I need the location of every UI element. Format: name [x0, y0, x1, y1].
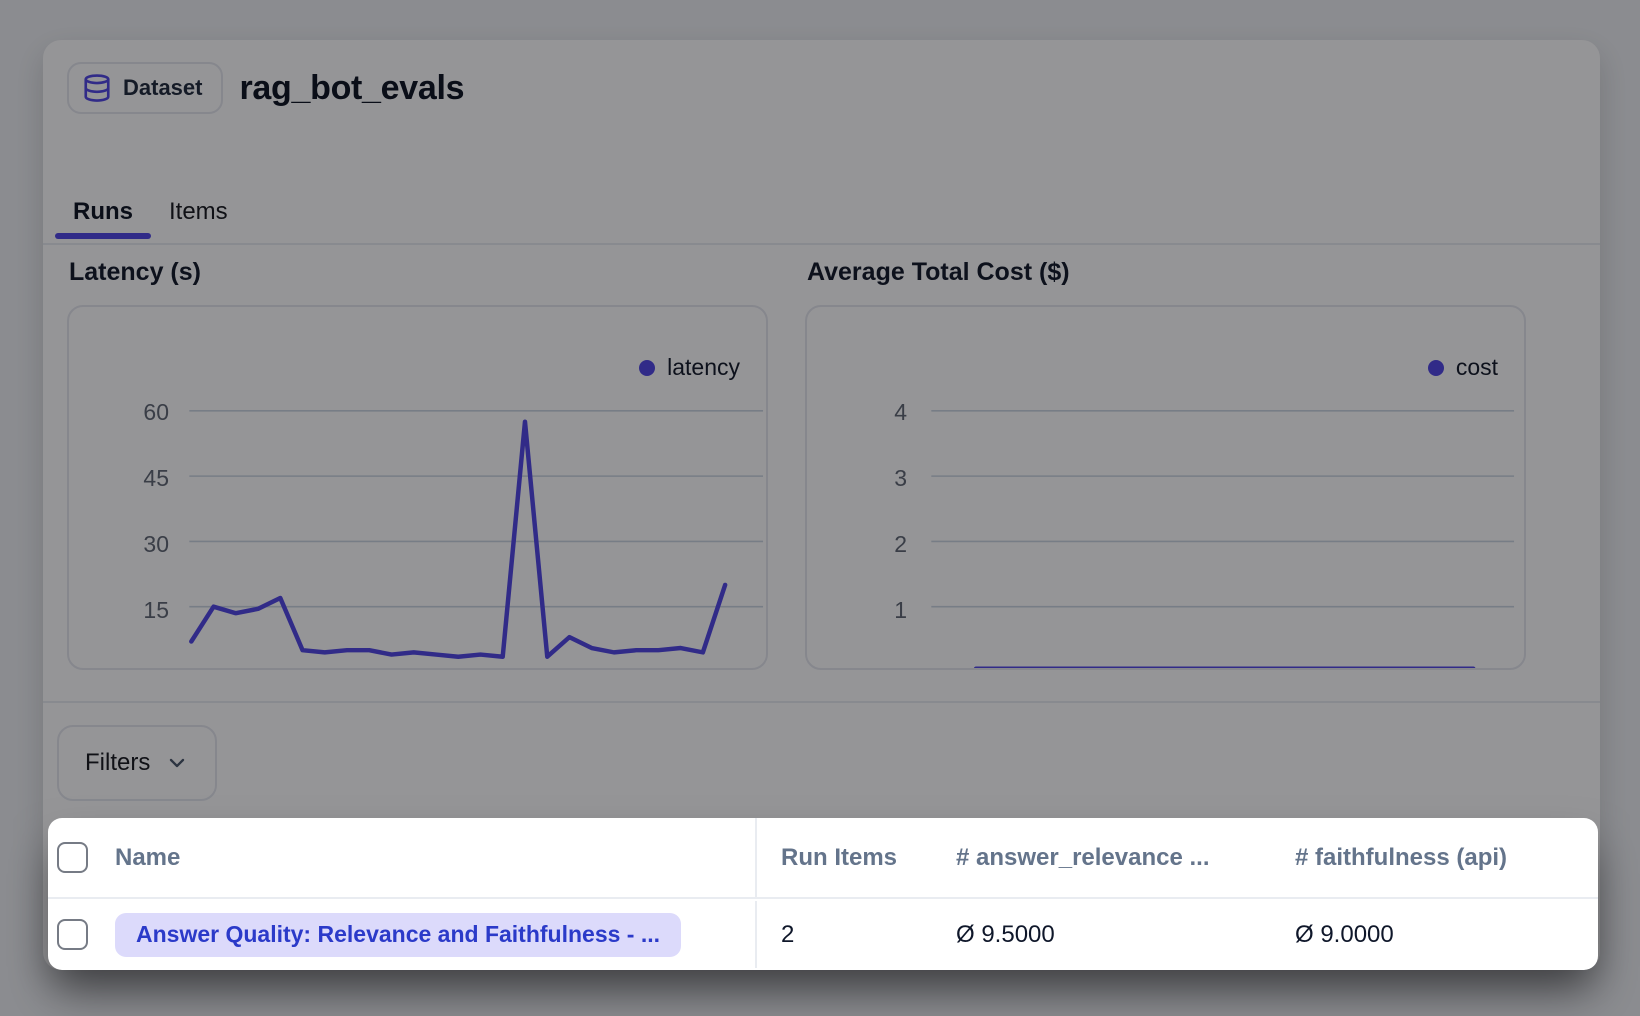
y-tick-label: 2 [894, 531, 907, 557]
column-header-name[interactable]: Name [115, 843, 181, 871]
y-tick-label: 30 [143, 531, 169, 557]
latency-chart-title: Latency (s) [69, 258, 201, 286]
chevron-down-icon [170, 758, 185, 768]
column-header-run-items[interactable]: Run Items [755, 818, 932, 897]
tab-items[interactable]: Items [151, 180, 246, 243]
run-name-link[interactable]: Answer Quality: Relevance and Faithfulne… [115, 912, 682, 957]
tabs-bar: Runs Items [43, 180, 1600, 245]
y-tick-label: 60 [143, 399, 169, 425]
latency-legend: latency [639, 354, 740, 381]
y-tick-label: 3 [894, 465, 907, 491]
dataset-type-badge: Dataset [67, 62, 224, 114]
panel-header: Dataset rag_bot_evals [67, 62, 465, 114]
y-tick-label: 4 [894, 399, 907, 425]
y-tick-label: 15 [143, 597, 169, 623]
section-divider [43, 701, 1600, 703]
latency-chart: 15 30 45 60 latency [67, 305, 768, 670]
tab-runs-label: Runs [73, 197, 133, 225]
column-header-faithfulness[interactable]: # faithfulness (api) [1295, 843, 1508, 871]
tab-items-label: Items [169, 197, 228, 225]
page-title: rag_bot_evals [239, 68, 465, 107]
cost-legend-label: cost [1455, 354, 1498, 380]
runs-table: Name Run Items # answer_relevance ... # … [48, 818, 1598, 970]
cost-chart-title: Average Total Cost ($) [807, 258, 1070, 286]
active-tab-underline [55, 233, 151, 239]
row-faithfulness-cell: Ø 9.0000 [1295, 920, 1394, 948]
latency-legend-label: latency [667, 354, 740, 380]
row-name-cell: Answer Quality: Relevance and Faithfulne… [113, 912, 755, 957]
latency-legend-dot [639, 359, 656, 376]
charts-section: Latency (s) 15 30 45 60 latency Average Tot… [43, 243, 1600, 713]
latency-chart-block: Latency (s) 15 30 45 60 latency [67, 243, 768, 713]
cost-legend-dot [1427, 359, 1444, 376]
select-all-checkbox[interactable] [57, 842, 88, 873]
table-header-row: Name Run Items # answer_relevance ... # … [48, 818, 1598, 899]
row-checkbox[interactable] [57, 919, 88, 950]
dataset-badge-label: Dataset [123, 75, 203, 100]
database-icon [84, 74, 110, 102]
tab-runs[interactable]: Runs [55, 180, 151, 243]
filters-button[interactable]: Filters [57, 725, 218, 801]
table-row[interactable]: Answer Quality: Relevance and Faithfulne… [48, 901, 1598, 968]
y-tick-label: 1 [894, 597, 907, 623]
cost-chart: 1 2 3 4 cost [805, 305, 1526, 670]
row-checkbox-cell [48, 919, 113, 950]
row-answer-relevance-cell: Ø 9.5000 [956, 920, 1055, 948]
cost-chart-block: Average Total Cost ($) 1 2 3 4 cost [805, 243, 1526, 713]
filters-button-label: Filters [85, 749, 151, 776]
latency-line-chart [189, 410, 764, 659]
dataset-panel: Dataset rag_bot_evals Runs Items Latency… [43, 40, 1600, 970]
header-checkbox-cell [48, 842, 113, 873]
row-run-items-cell: 2 [755, 901, 932, 968]
cost-legend: cost [1427, 354, 1498, 381]
cost-line-chart [931, 410, 1515, 668]
column-header-answer-relevance[interactable]: # answer_relevance ... [956, 843, 1210, 871]
y-tick-label: 45 [143, 465, 169, 491]
